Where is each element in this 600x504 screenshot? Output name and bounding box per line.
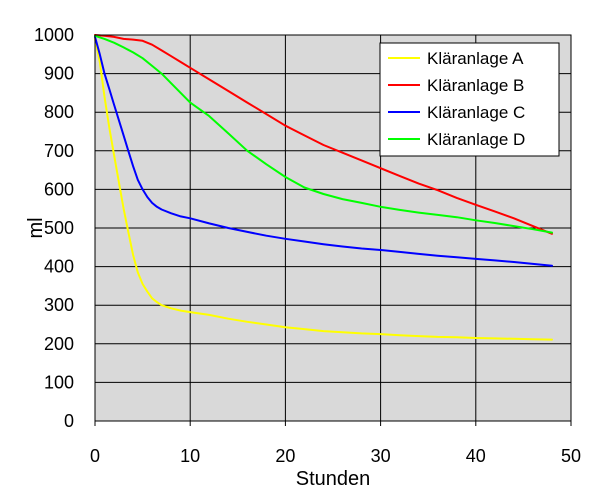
legend: Kläranlage A Kläranlage B Kläranlage C Klär… [379,42,560,157]
y-tick-label: 200 [44,334,74,354]
series-line-2 [94,34,553,235]
y-axis-title: ml [25,217,47,238]
x-tick-label: 30 [371,446,391,466]
x-tick-label: 0 [90,446,100,466]
y-tick-label: 0 [64,411,74,431]
legend-box [379,42,560,157]
y-tick-label: 100 [44,372,74,392]
series-line-3 [94,35,553,267]
legend-label: Kläranlage D [427,130,525,149]
legend-label: Kläranlage B [427,76,524,95]
x-tick-label: 50 [561,446,581,466]
y-tick-label: 600 [44,179,74,199]
x-tick-label: 20 [275,446,295,466]
y-tick-label: 300 [44,295,74,315]
x-axis-title: Stunden [296,468,371,490]
plot-frame [94,34,572,422]
y-tick-label: 700 [44,141,74,161]
x-tick-label: 10 [180,446,200,466]
legend-label: Kläranlage C [427,103,525,122]
series-lines [94,34,553,341]
y-tick-label: 800 [44,102,74,122]
y-tick-label: 500 [44,218,74,238]
y-tick-labels: 0 100 200 300 400 500 600 700 800 900 1000 [34,25,74,431]
y-tick-label: 400 [44,257,74,277]
x-tick-labels: 0 10 20 30 40 50 [90,446,581,466]
series-line-4 [94,34,553,234]
series-line-1 [94,37,553,341]
y-tick-label: 900 [44,64,74,84]
legend-label: Kläranlage A [427,49,524,68]
y-tick-label: 1000 [34,25,74,45]
x-tick-label: 40 [466,446,486,466]
